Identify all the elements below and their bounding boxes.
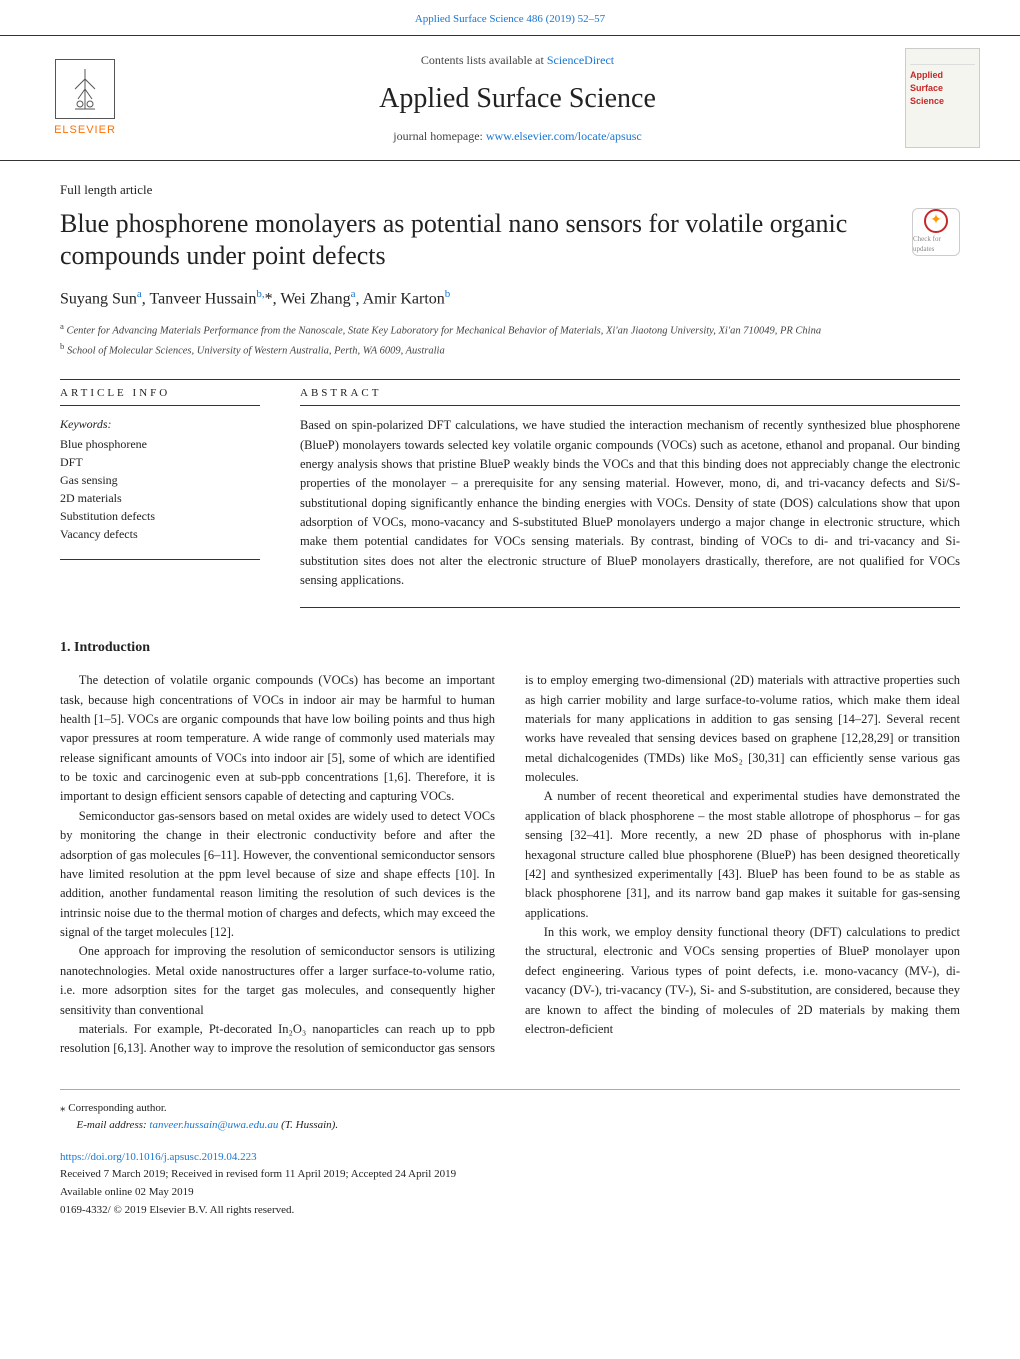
- journal-name: Applied Surface Science: [160, 79, 875, 118]
- footer: ⁎ Corresponding author. E-mail address: …: [60, 1089, 960, 1220]
- elsevier-tree-icon: [55, 59, 115, 119]
- journal-cover-thumb[interactable]: Applied Surface Science: [905, 48, 980, 148]
- article-title: Blue phosphorene monolayers as potential…: [60, 208, 892, 273]
- corresponding-author: ⁎ Corresponding author.: [60, 1100, 960, 1118]
- top-citation: Applied Surface Science 486 (2019) 52–57: [0, 0, 1020, 35]
- section-intro-heading: 1. Introduction: [60, 638, 960, 658]
- elsevier-name: ELSEVIER: [54, 123, 116, 138]
- intro-p2: Semiconductor gas-sensors based on metal…: [60, 807, 495, 943]
- journal-header: ELSEVIER Contents lists available at Sci…: [0, 35, 1020, 161]
- check-updates-badge[interactable]: ✦ Check for updates: [912, 208, 960, 256]
- header-center: Contents lists available at ScienceDirec…: [160, 52, 875, 145]
- received-dates: Received 7 March 2019; Received in revis…: [60, 1166, 960, 1184]
- check-icon: ✦: [924, 209, 948, 233]
- available-date: Available online 02 May 2019: [60, 1184, 960, 1202]
- intro-p6: In this work, we employ density function…: [525, 923, 960, 1039]
- abstract-text: Based on spin-polarized DFT calculations…: [300, 416, 960, 590]
- sciencedirect-link[interactable]: ScienceDirect: [547, 53, 614, 67]
- abstract-column: ABSTRACT Based on spin-polarized DFT cal…: [300, 386, 960, 608]
- email-label: E-mail address:: [77, 1119, 150, 1131]
- homepage-link[interactable]: www.elsevier.com/locate/apsusc: [486, 129, 642, 143]
- journal-homepage: journal homepage: www.elsevier.com/locat…: [160, 128, 875, 145]
- abstract-heading: ABSTRACT: [300, 386, 960, 406]
- elsevier-logo[interactable]: ELSEVIER: [40, 53, 130, 143]
- check-label: Check for updates: [913, 235, 959, 255]
- keywords-label: Keywords:: [60, 416, 260, 433]
- cover-title: Applied Surface Science: [910, 69, 975, 107]
- article-info-heading: ARTICLE INFO: [60, 386, 260, 406]
- article-type: Full length article: [60, 181, 960, 199]
- intro-p3: One approach for improving the resolutio…: [60, 942, 495, 1020]
- intro-body: The detection of volatile organic compou…: [60, 671, 960, 1059]
- homepage-prefix: journal homepage:: [393, 129, 486, 143]
- affiliations: a Center for Advancing Materials Perform…: [60, 320, 960, 359]
- email-suffix: (T. Hussain).: [278, 1119, 338, 1131]
- affiliation-a: Center for Advancing Materials Performan…: [67, 326, 822, 337]
- intro-p5: A number of recent theoretical and exper…: [525, 787, 960, 923]
- article-info-column: ARTICLE INFO Keywords: Blue phosphoreneD…: [60, 386, 260, 608]
- corresponding-email[interactable]: tanveer.hussain@uwa.edu.au: [149, 1119, 278, 1131]
- doi-link[interactable]: https://doi.org/10.1016/j.apsusc.2019.04…: [60, 1151, 257, 1163]
- contents-available: Contents lists available at ScienceDirec…: [160, 52, 875, 69]
- authors: Suyang Suna, Tanveer Hussainb,*, Wei Zha…: [60, 287, 960, 311]
- contents-prefix: Contents lists available at: [421, 53, 547, 67]
- affiliation-b: School of Molecular Sciences, University…: [67, 345, 445, 356]
- intro-p1: The detection of volatile organic compou…: [60, 671, 495, 807]
- copyright: 0169-4332/ © 2019 Elsevier B.V. All righ…: [60, 1202, 960, 1220]
- keywords-list: Blue phosphoreneDFTGas sensing2D materia…: [60, 435, 260, 543]
